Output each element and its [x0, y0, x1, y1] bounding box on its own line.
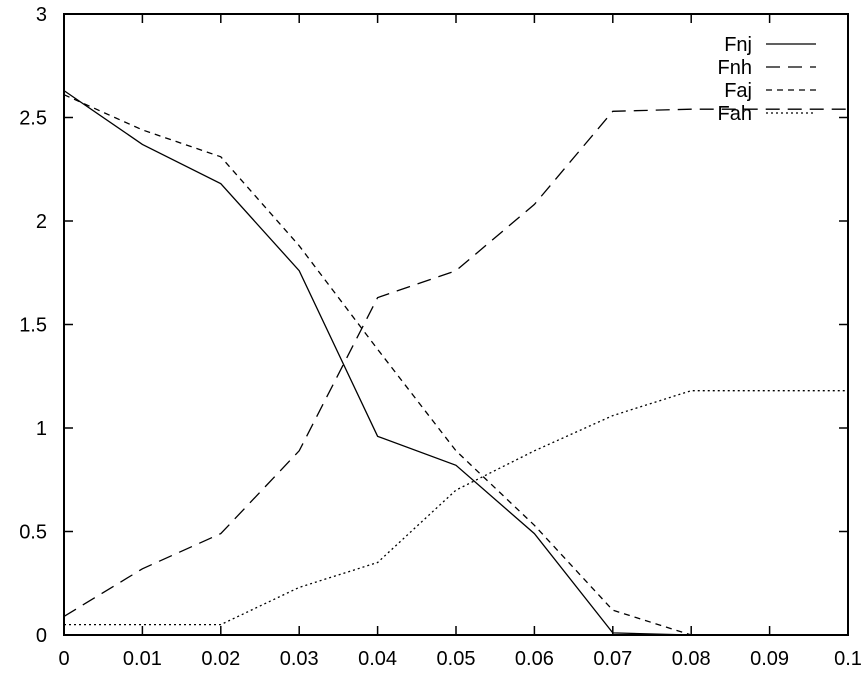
y-tick-label: 0.5 [19, 522, 47, 544]
y-tick-labels: 0 0.5 1 1.5 2 2.5 3 [19, 4, 47, 647]
x-tick-label: 0.06 [515, 648, 554, 670]
legend-label-fnh: Fnh [718, 57, 752, 79]
x-tick-label: 0.08 [672, 648, 711, 670]
series-line-fah [64, 390, 848, 626]
series-line-fnh [63, 108, 848, 617]
y-tick-label: 2 [36, 211, 47, 233]
x-tick-label: 0.07 [593, 648, 632, 670]
legend-label-faj: Faj [724, 80, 752, 102]
y-tick-label: 1 [36, 418, 47, 440]
x-tick-labels: 0 0.01 0.02 0.03 0.04 0.05 0.06 0.07 0.08 0.09 0.1 [58, 648, 861, 670]
legend-label-fah: Fah [718, 103, 752, 125]
axis-ticks [63, 13, 849, 636]
legend-label-fnj: Fnj [724, 34, 752, 56]
series-lines [63, 90, 848, 636]
y-tick-label: 3 [36, 4, 47, 26]
x-tick-label: 0.09 [750, 648, 789, 670]
x-tick-label: 0.03 [280, 648, 319, 670]
x-tick-label: 0.04 [358, 648, 397, 670]
x-tick-label: 0.05 [437, 648, 476, 670]
series-line-fnj [63, 90, 692, 636]
y-tick-label: 0 [36, 625, 47, 647]
x-tick-label: 0.1 [834, 648, 862, 670]
x-tick-label: 0.01 [123, 648, 162, 670]
x-tick-label: 0.02 [201, 648, 240, 670]
y-tick-label: 2.5 [19, 108, 47, 130]
series-line-faj [63, 94, 692, 636]
x-tick-label: 0 [58, 648, 69, 670]
y-tick-label: 1.5 [19, 315, 47, 337]
